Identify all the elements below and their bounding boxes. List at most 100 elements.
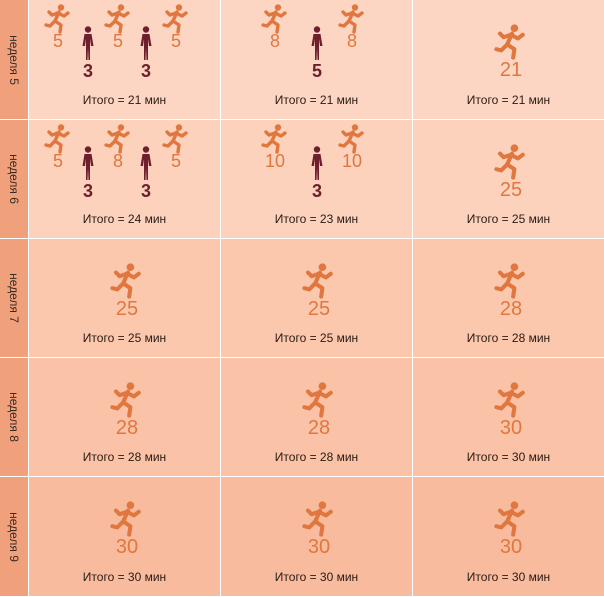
figure-row: 30	[221, 477, 412, 565]
interval-minutes: 3	[140, 181, 151, 201]
running-person-icon	[41, 4, 75, 34]
running-interval: 5	[159, 124, 193, 170]
day-cell: 10 3 10 Итого = 23 мин	[220, 120, 412, 239]
day-cell: 25 Итого = 25 мин	[412, 120, 604, 239]
running-interval: 5	[159, 4, 193, 50]
interval-minutes: 3	[311, 181, 322, 201]
week-label-text: неделя 5	[7, 34, 21, 85]
day-cell: 5 3 8 3 5 Итого = 24 мин	[28, 120, 220, 239]
running-interval: 30	[302, 501, 336, 557]
running-interval: 30	[110, 501, 144, 557]
day-total: Итого = 21 мин	[82, 93, 167, 107]
running-interval: 5	[41, 4, 75, 50]
week-label: неделя 6	[0, 120, 28, 239]
running-person-icon	[302, 501, 336, 537]
figure-row: 25	[221, 239, 412, 327]
day-cell: 30 Итого = 30 мин	[220, 477, 412, 597]
running-interval: 28	[110, 382, 144, 438]
interval-minutes: 3	[82, 61, 93, 81]
walking-person-icon	[300, 26, 334, 62]
day-total: Итого = 25 мин	[82, 331, 167, 345]
interval-minutes: 28	[115, 417, 139, 439]
interval-minutes: 3	[82, 181, 93, 201]
interval-minutes: 28	[499, 298, 523, 320]
running-person-icon	[494, 263, 528, 299]
figure-row: 30	[413, 358, 604, 446]
walking-person-icon	[71, 146, 105, 182]
day-total: Итого = 28 мин	[274, 450, 359, 464]
day-total: Итого = 21 мин	[274, 93, 359, 107]
figure-row: 28	[413, 239, 604, 327]
running-person-icon	[494, 501, 528, 537]
week-label: неделя 7	[0, 239, 28, 358]
interval-minutes: 30	[499, 536, 523, 558]
day-cell: 5 3 5 3 5 Итого = 21 мин	[28, 0, 220, 120]
walking-person-icon	[300, 146, 334, 182]
day-total: Итого = 30 мин	[82, 570, 167, 584]
day-cell: 25 Итого = 25 мин	[28, 239, 220, 358]
running-interval: 21	[494, 24, 528, 80]
day-total: Итого = 24 мин	[82, 212, 167, 226]
day-total: Итого = 21 мин	[466, 93, 551, 107]
running-person-icon	[110, 382, 144, 418]
week-label-text: неделя 8	[7, 392, 21, 442]
running-interval: 25	[302, 263, 336, 319]
interval-minutes: 5	[112, 31, 123, 51]
week-label-text: неделя 6	[7, 154, 21, 204]
running-person-icon	[302, 263, 336, 299]
running-interval: 30	[494, 501, 528, 557]
day-cell: 28 Итого = 28 мин	[412, 239, 604, 358]
interval-minutes: 3	[140, 61, 151, 81]
running-person-icon	[494, 144, 528, 180]
running-interval: 5	[101, 4, 135, 50]
day-cell: 30 Итого = 30 мин	[412, 477, 604, 597]
week-label: неделя 9	[0, 477, 28, 597]
figure-row: 25	[29, 239, 220, 327]
running-interval: 28	[494, 263, 528, 319]
figure-row: 30	[29, 477, 220, 565]
interval-minutes: 30	[115, 536, 139, 558]
running-person-icon	[494, 382, 528, 418]
day-total: Итого = 23 мин	[274, 212, 359, 226]
interval-minutes: 25	[115, 298, 139, 320]
day-cell: 30 Итого = 30 мин	[412, 358, 604, 477]
walking-person-icon	[129, 26, 163, 62]
running-interval: 10	[258, 124, 292, 170]
day-cell: 25 Итого = 25 мин	[220, 239, 412, 358]
day-total: Итого = 25 мин	[466, 212, 551, 226]
running-person-icon	[110, 501, 144, 537]
day-cell: 28 Итого = 28 мин	[220, 358, 412, 477]
running-person-icon	[101, 124, 135, 154]
day-total: Итого = 25 мин	[274, 331, 359, 345]
figure-row: 10 3 10	[221, 120, 412, 208]
running-person-icon	[159, 124, 193, 154]
day-cell: 30 Итого = 30 мин	[28, 477, 220, 597]
running-interval: 25	[494, 144, 528, 200]
week-label-text: неделя 9	[7, 511, 21, 562]
walking-interval: 3	[71, 146, 105, 200]
interval-minutes: 30	[499, 417, 523, 439]
running-interval: 8	[101, 124, 135, 170]
running-person-icon	[335, 4, 369, 34]
interval-minutes: 5	[170, 31, 181, 51]
interval-minutes: 30	[307, 536, 331, 558]
figure-row: 30	[413, 477, 604, 565]
walking-person-icon	[129, 146, 163, 182]
day-total: Итого = 30 мин	[274, 570, 359, 584]
interval-minutes: 5	[52, 151, 63, 171]
running-person-icon	[258, 124, 292, 154]
interval-minutes: 8	[346, 31, 357, 51]
interval-minutes: 25	[307, 298, 331, 320]
running-interval: 10	[335, 124, 369, 170]
running-person-icon	[159, 4, 193, 34]
interval-minutes: 5	[170, 151, 181, 171]
running-interval: 5	[41, 124, 75, 170]
running-person-icon	[110, 263, 144, 299]
walking-interval: 3	[300, 146, 334, 200]
running-interval: 8	[258, 4, 292, 50]
running-person-icon	[494, 24, 528, 60]
day-total: Итого = 30 мин	[466, 570, 551, 584]
